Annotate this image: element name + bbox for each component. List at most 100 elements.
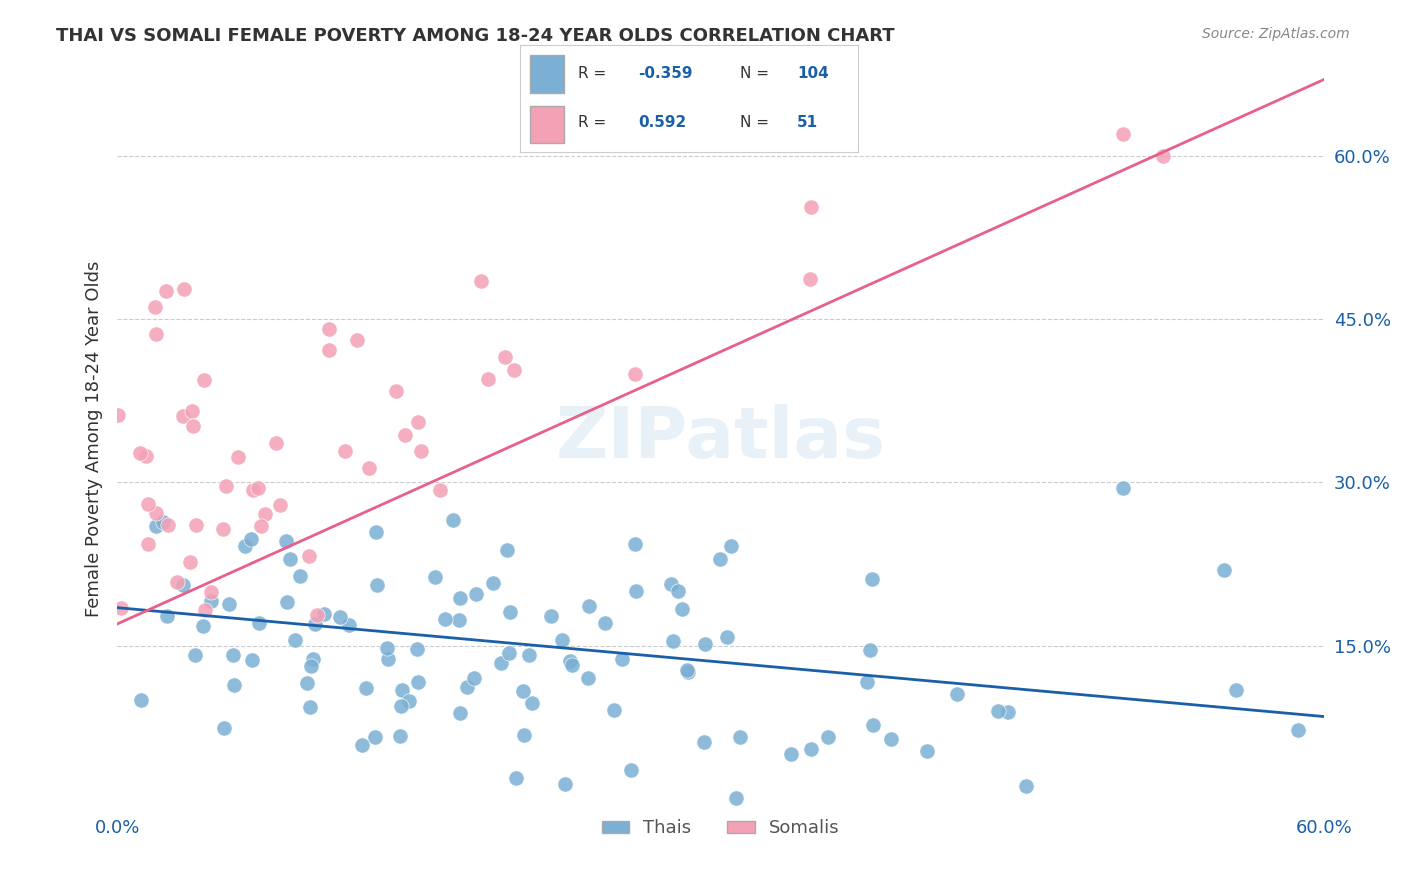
Point: [880, 732, 903, 747]
Point: [429, 483, 451, 497]
Point: [288, 568, 311, 582]
Point: [676, 665, 699, 680]
Point: [352, 739, 374, 753]
Point: [709, 551, 731, 566]
Point: [561, 657, 583, 672]
Point: [295, 676, 318, 690]
Point: [155, 284, 177, 298]
Point: [503, 363, 526, 377]
Point: [335, 444, 357, 458]
Point: [200, 593, 222, 607]
Point: [173, 282, 195, 296]
Point: [172, 409, 194, 424]
Text: 51: 51: [797, 115, 818, 130]
Point: [250, 519, 273, 533]
Point: [356, 681, 378, 695]
Point: [304, 617, 326, 632]
Point: [145, 327, 167, 342]
Point: [110, 601, 132, 615]
Point: [716, 630, 738, 644]
Point: [578, 599, 600, 613]
Point: [780, 747, 803, 762]
Point: [997, 705, 1019, 719]
Point: [1152, 148, 1174, 162]
Point: [603, 703, 626, 717]
Point: [297, 549, 319, 564]
Point: [406, 674, 429, 689]
Point: [449, 613, 471, 627]
Text: R =: R =: [578, 66, 610, 81]
Point: [624, 367, 647, 381]
Text: ZIPatlas: ZIPatlas: [555, 404, 886, 474]
Text: THAI VS SOMALI FEMALE POVERTY AMONG 18-24 YEAR OLDS CORRELATION CHART: THAI VS SOMALI FEMALE POVERTY AMONG 18-2…: [56, 27, 894, 45]
Point: [498, 646, 520, 660]
Point: [156, 518, 179, 533]
Point: [247, 481, 270, 495]
Point: [278, 551, 301, 566]
Point: [494, 350, 516, 364]
Point: [1212, 562, 1234, 576]
Point: [389, 698, 412, 713]
Point: [666, 583, 689, 598]
Point: [441, 513, 464, 527]
Point: [247, 615, 270, 630]
Point: [620, 763, 643, 777]
Point: [576, 671, 599, 685]
Point: [233, 539, 256, 553]
Point: [728, 730, 751, 744]
Point: [623, 537, 645, 551]
Point: [180, 404, 202, 418]
Point: [856, 675, 879, 690]
Point: [222, 678, 245, 692]
Point: [274, 533, 297, 548]
Text: 0.592: 0.592: [638, 115, 686, 130]
Point: [299, 658, 322, 673]
Point: [512, 683, 534, 698]
Point: [551, 633, 574, 648]
Point: [1015, 779, 1038, 793]
Point: [214, 479, 236, 493]
Point: [449, 706, 471, 721]
Point: [676, 663, 699, 677]
Text: N =: N =: [740, 115, 773, 130]
Point: [862, 718, 884, 732]
Point: [800, 200, 823, 214]
Point: [499, 605, 522, 619]
Point: [391, 683, 413, 698]
Point: [181, 419, 204, 434]
Point: [671, 602, 693, 616]
Point: [377, 652, 399, 666]
Point: [915, 744, 938, 758]
Point: [1286, 723, 1309, 738]
Point: [470, 274, 492, 288]
Y-axis label: Female Poverty Among 18-24 Year Olds: Female Poverty Among 18-24 Year Olds: [86, 260, 103, 617]
Point: [329, 610, 352, 624]
Point: [505, 771, 527, 785]
Point: [299, 699, 322, 714]
Point: [191, 619, 214, 633]
Point: [364, 524, 387, 539]
Point: [463, 671, 485, 685]
Point: [481, 575, 503, 590]
Point: [987, 704, 1010, 718]
Point: [725, 791, 748, 805]
Point: [218, 597, 240, 611]
Point: [449, 591, 471, 605]
Point: [179, 555, 201, 569]
Point: [411, 444, 433, 458]
Point: [554, 777, 576, 791]
Point: [496, 542, 519, 557]
Point: [377, 640, 399, 655]
Point: [222, 648, 245, 662]
Point: [659, 577, 682, 591]
Point: [610, 652, 633, 666]
Point: [200, 585, 222, 599]
Point: [226, 450, 249, 464]
Point: [423, 570, 446, 584]
Point: [624, 584, 647, 599]
Point: [464, 587, 486, 601]
Point: [489, 656, 512, 670]
Point: [692, 735, 714, 749]
Point: [145, 519, 167, 533]
Point: [152, 516, 174, 530]
